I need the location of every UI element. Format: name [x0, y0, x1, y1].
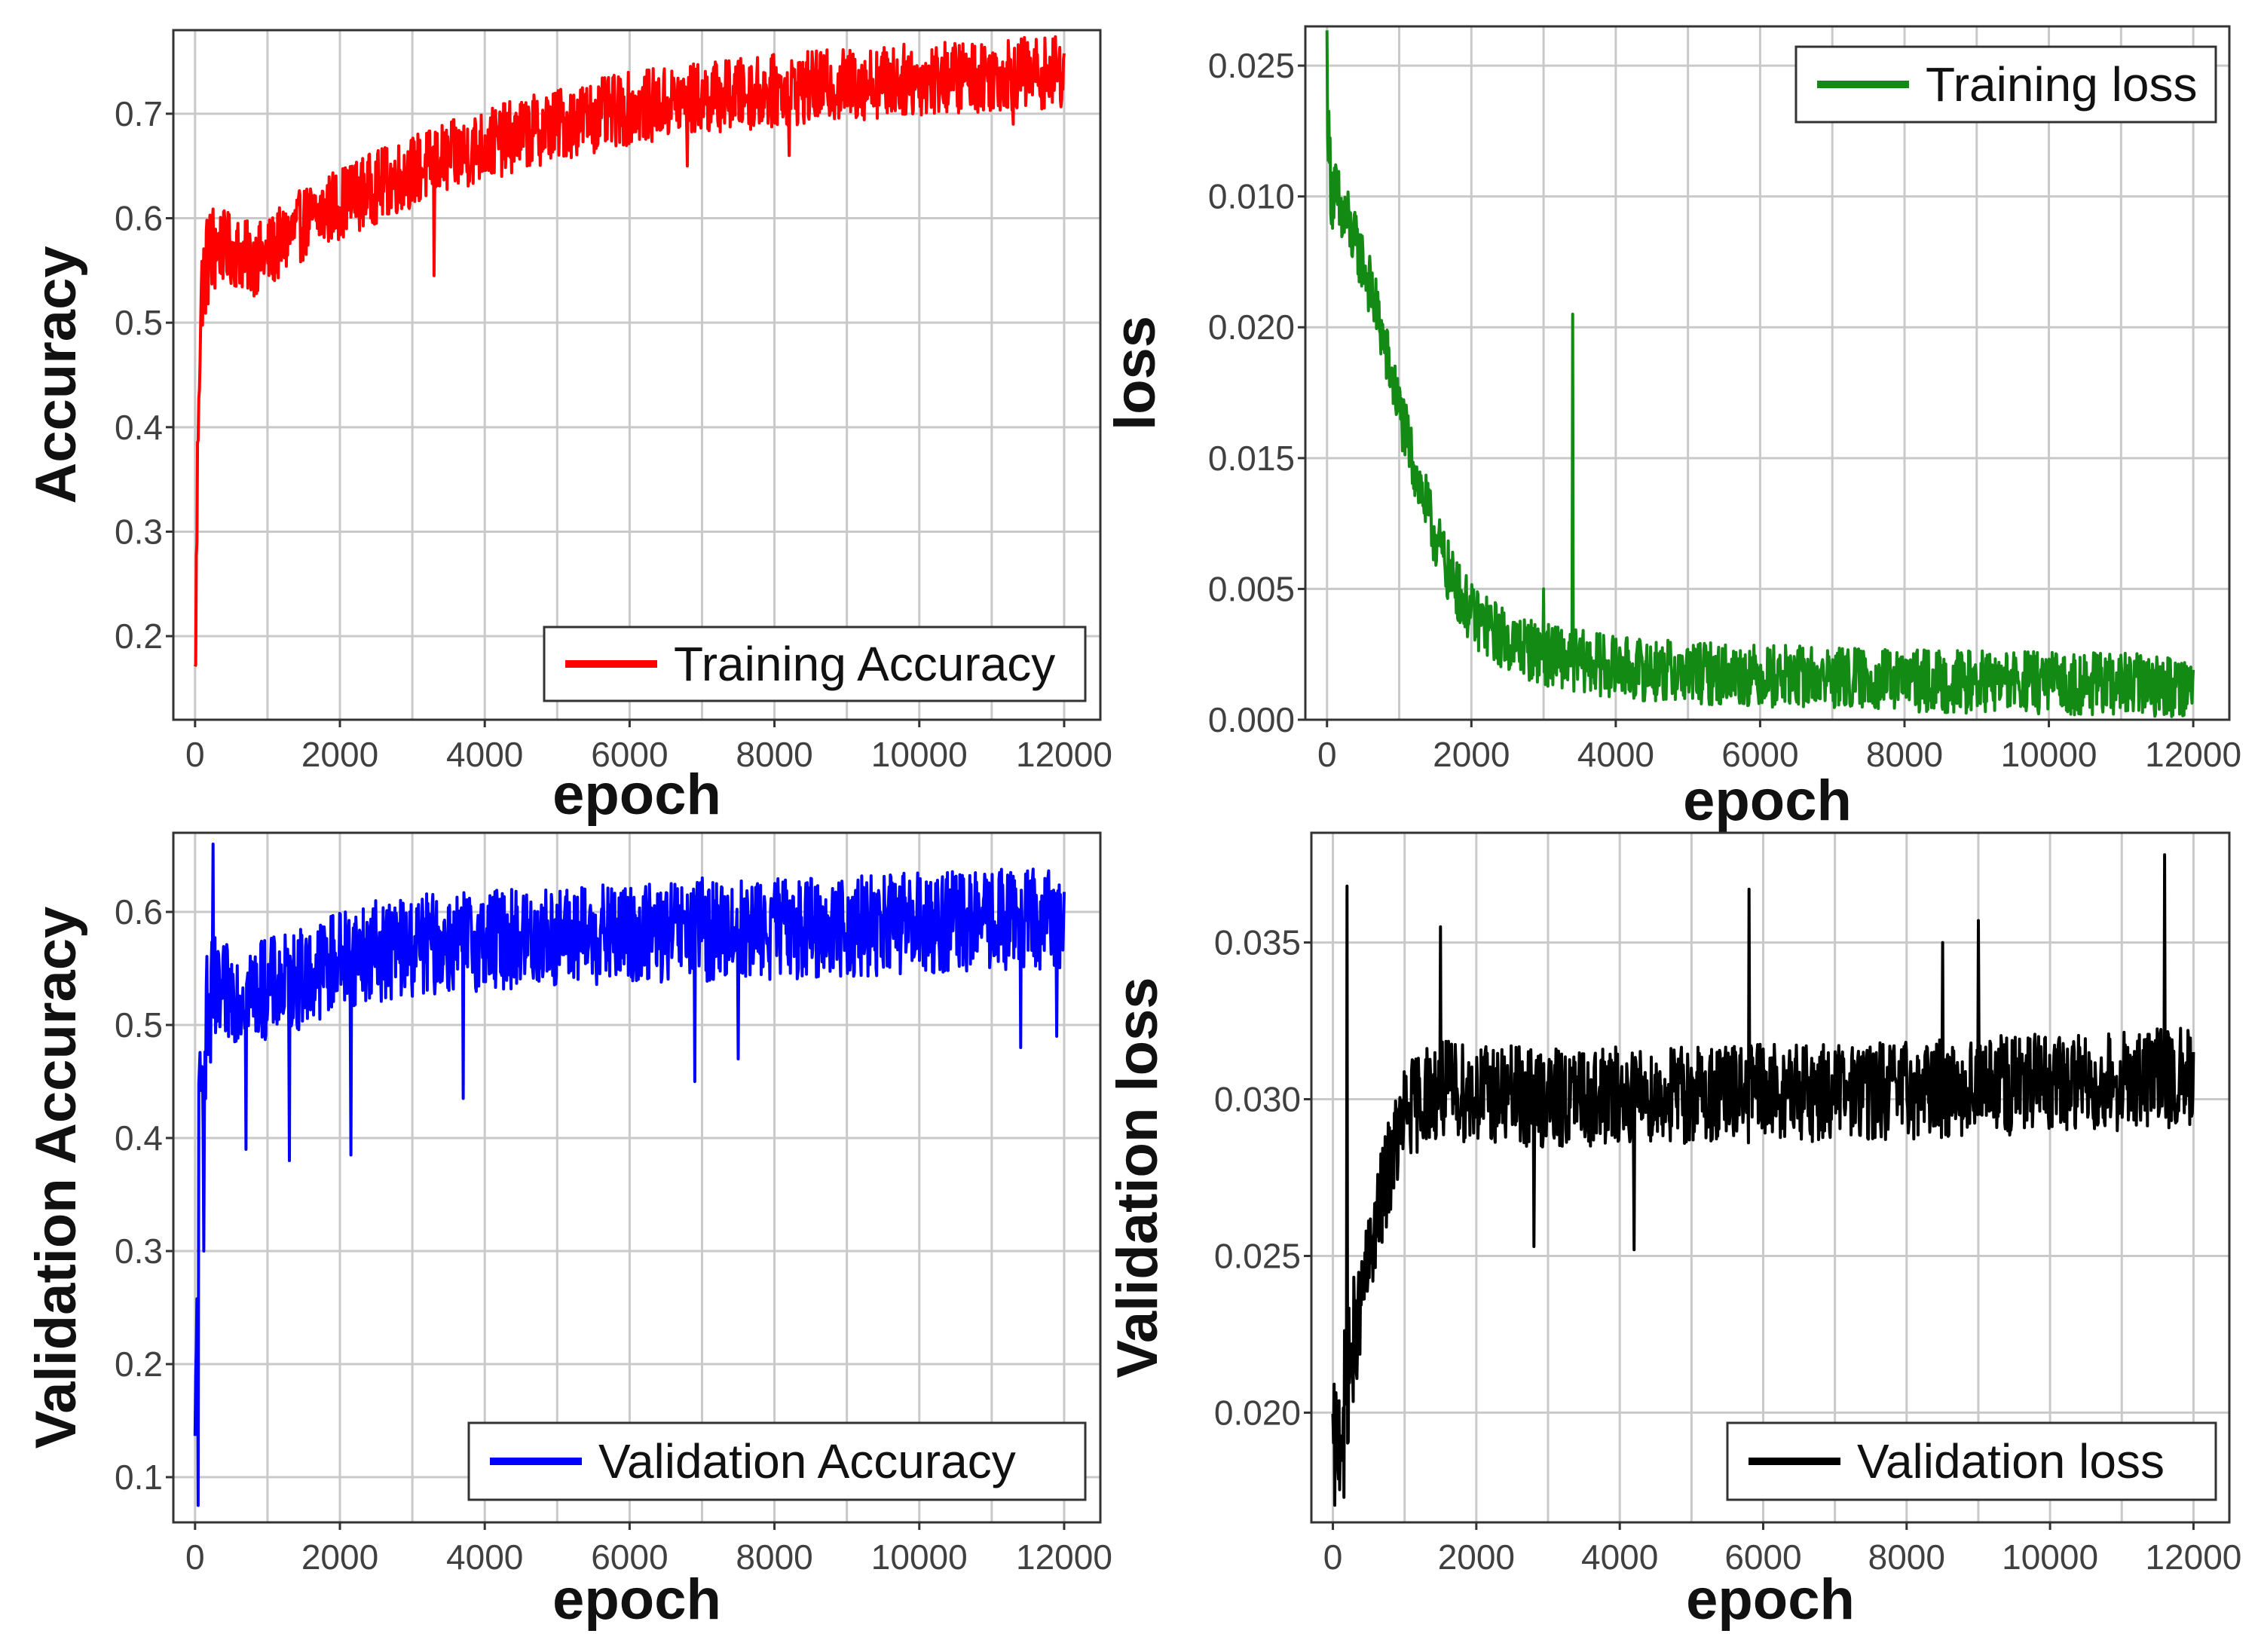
x-tick-label: 8000 — [736, 735, 812, 774]
x-tick-label: 6000 — [591, 1537, 668, 1577]
training-loss-plot-frame — [1304, 25, 2231, 721]
y-tick-label: 0.3 — [115, 1231, 163, 1271]
series-line-training-accuracy — [193, 35, 1066, 668]
y-tick-label: 0.1 — [115, 1458, 163, 1497]
x-tick-label: 2000 — [301, 735, 378, 774]
training-loss-ylabel: loss — [1103, 316, 1167, 430]
x-tick-label: 2000 — [1433, 735, 1510, 774]
validation-accuracy-legend: Validation Accuracy — [467, 1421, 1087, 1501]
x-tick-label: 8000 — [1866, 735, 1943, 774]
x-tick-label: 4000 — [1577, 735, 1654, 774]
legend-label: Validation loss — [1857, 1434, 2165, 1488]
x-tick-label: 12000 — [2145, 1537, 2241, 1577]
y-tick-label: 0.5 — [115, 303, 163, 342]
training-loss-panel: 0 2000 4000 6000 8000 10000 12000 0.000 0.005 0.0… — [1103, 25, 2241, 833]
y-tick-label: 0.4 — [115, 408, 163, 447]
legend-label: Training loss — [1926, 57, 2197, 112]
y-tick-label: 0.005 — [1208, 569, 1295, 608]
y-tick-label: 0.025 — [1214, 1236, 1301, 1275]
series-line-validation-accuracy — [193, 843, 1066, 1507]
y-tick-label: 0.5 — [115, 1005, 163, 1045]
x-tick-label: 0 — [185, 735, 205, 774]
validation-loss-ylabel: Validation loss — [1106, 977, 1170, 1378]
y-tick-label: 0.020 — [1208, 307, 1295, 347]
training-accuracy-panel: 0 2000 4000 6000 8000 10000 12000 0.2 0.3 0.4 0.5 0… — [24, 29, 1112, 827]
x-tick-label: 0 — [1317, 735, 1337, 774]
x-tick-label: 0 — [185, 1537, 205, 1577]
validation-loss-xlabel: epoch — [1686, 1568, 1855, 1632]
y-tick-label: 0.6 — [115, 892, 163, 932]
training-loss-xlabel: epoch — [1683, 769, 1852, 833]
y-tick-label: 0.7 — [115, 94, 163, 133]
y-tick-label: 0.6 — [115, 199, 163, 238]
x-tick-label: 12000 — [1016, 1537, 1112, 1577]
x-tick-label: 10000 — [2001, 735, 2097, 774]
y-tick-label: 0.2 — [115, 1345, 163, 1384]
legend-label: Training Accuracy — [674, 637, 1055, 691]
x-tick-label: 4000 — [1581, 1537, 1658, 1577]
x-tick-label: 6000 — [1721, 735, 1798, 774]
validation-accuracy-xlabel: epoch — [552, 1568, 721, 1632]
x-tick-label: 10000 — [871, 1537, 968, 1577]
legend-box — [1726, 1421, 2217, 1501]
training-accuracy-plot-frame — [172, 29, 1102, 721]
y-tick-label: 0.015 — [1208, 439, 1295, 478]
y-tick-label: 0.030 — [1214, 1080, 1301, 1119]
training-accuracy-legend: Training Accuracy — [543, 626, 1087, 702]
x-tick-label: 10000 — [871, 735, 968, 774]
x-tick-label: 6000 — [1724, 1537, 1801, 1577]
x-tick-label: 8000 — [1868, 1537, 1945, 1577]
y-tick-label: 0.010 — [1208, 177, 1295, 216]
x-tick-label: 12000 — [1016, 735, 1112, 774]
validation-loss-panel: 0 2000 4000 6000 8000 10000 12000 0.020 0.025 0.0… — [1106, 831, 2241, 1632]
validation-accuracy-ylabel: Validation Accuracy — [24, 907, 88, 1449]
validation-accuracy-plot-frame — [172, 831, 1102, 1524]
training-accuracy-ylabel: Accuracy — [24, 246, 88, 503]
training-loss-legend: Training loss — [1794, 45, 2217, 124]
x-tick-label: 8000 — [736, 1537, 812, 1577]
training-accuracy-xlabel: epoch — [552, 763, 721, 827]
x-tick-label: 6000 — [591, 735, 668, 774]
x-tick-label: 2000 — [1438, 1537, 1515, 1577]
series-line-training-loss — [1325, 30, 2195, 718]
validation-loss-plot-frame — [1310, 831, 2231, 1524]
y-tick-label: 0.025 — [1208, 46, 1295, 85]
validation-loss-legend: Validation loss — [1726, 1421, 2217, 1501]
series-line-validation-loss — [1331, 853, 2195, 1507]
x-tick-label: 4000 — [446, 1537, 523, 1577]
validation-accuracy-panel: 0 2000 4000 6000 8000 10000 12000 0.1 0.2 0.3 0.4 0… — [24, 831, 1112, 1632]
y-tick-label: 0.3 — [115, 512, 163, 551]
legend-label: Validation Accuracy — [598, 1434, 1016, 1488]
y-tick-label: 0.2 — [115, 616, 163, 656]
y-tick-label: 0.020 — [1214, 1393, 1301, 1432]
x-tick-label: 4000 — [446, 735, 523, 774]
x-tick-label: 2000 — [301, 1537, 378, 1577]
x-tick-label: 10000 — [2002, 1537, 2098, 1577]
x-tick-label: 12000 — [2145, 735, 2241, 774]
y-tick-label: 0.4 — [115, 1118, 163, 1158]
x-tick-label: 0 — [1323, 1537, 1343, 1577]
y-tick-label: 0.000 — [1208, 700, 1295, 739]
y-tick-label: 0.035 — [1214, 923, 1301, 962]
